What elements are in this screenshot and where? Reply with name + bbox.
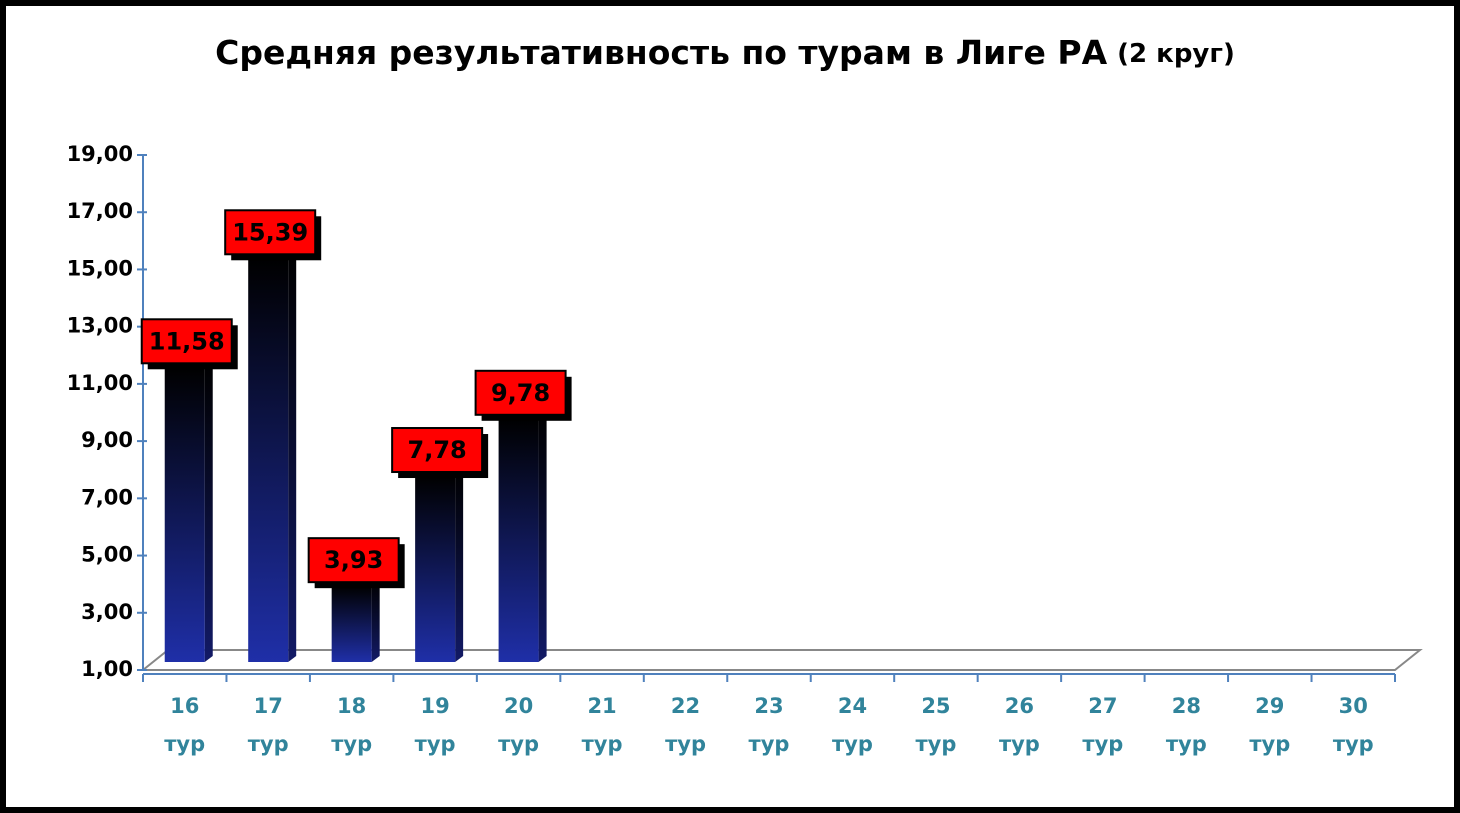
chart-title: Средняя результативность по турам в Лиге… [215, 33, 1235, 72]
x-tick-label: 29 тур [1249, 694, 1290, 756]
value-label-box [391, 427, 484, 474]
bar [415, 470, 464, 662]
x-tick-label: 19 тур [415, 694, 456, 756]
y-tick-label: 3,00 [81, 600, 133, 624]
y-tick-label: 5,00 [81, 543, 133, 567]
bar-side [455, 470, 464, 662]
value-label: 9,78 [491, 379, 550, 407]
bar-side [288, 252, 297, 662]
x-tick-label: 27 тур [1082, 694, 1123, 756]
bar-front [331, 586, 372, 662]
chart-background [6, 6, 1454, 807]
x-tick-label: 24 тур [832, 694, 873, 756]
x-tick-label: 20 тур [498, 694, 539, 756]
value-label-box [224, 209, 317, 256]
bar-side [371, 580, 380, 662]
bar-side [204, 361, 213, 662]
value-label: 15,39 [232, 218, 308, 246]
bar-side [538, 412, 547, 662]
bar [331, 580, 380, 662]
bar-front [498, 418, 539, 662]
x-tick-label: 17 тур [248, 694, 289, 756]
value-label-box [140, 318, 233, 365]
y-tick-label: 15,00 [67, 256, 133, 280]
y-tick-label: 13,00 [67, 314, 133, 338]
bar [498, 412, 547, 662]
value-label: 11,58 [149, 327, 225, 355]
x-tick-label: 25 тур [915, 694, 956, 756]
x-tick-label: 18 тур [331, 694, 372, 756]
x-tick-label: 22 тур [665, 694, 706, 756]
y-tick-label: 11,00 [67, 371, 133, 395]
y-tick-label: 7,00 [81, 485, 133, 509]
value-label-box [307, 537, 400, 584]
y-tick-label: 17,00 [67, 199, 133, 223]
value-label: 3,93 [324, 546, 383, 574]
bar-front [248, 258, 289, 662]
value-label: 7,78 [408, 436, 467, 464]
x-tick-label: 28 тур [1166, 694, 1207, 756]
value-label-box [474, 369, 567, 416]
y-tick-label: 19,00 [67, 142, 133, 166]
bar-front [415, 476, 456, 662]
y-tick-label: 1,00 [81, 657, 133, 681]
y-tick-label: 9,00 [81, 428, 133, 452]
x-tick-label: 26 тур [999, 694, 1040, 756]
x-tick-label: 30 тур [1333, 694, 1374, 756]
bar [164, 361, 213, 662]
bar-front [164, 367, 205, 662]
x-tick-label: 23 тур [749, 694, 790, 756]
bar [248, 252, 297, 662]
x-tick-label: 16 тур [164, 694, 205, 756]
x-tick-label: 21 тур [582, 694, 623, 756]
